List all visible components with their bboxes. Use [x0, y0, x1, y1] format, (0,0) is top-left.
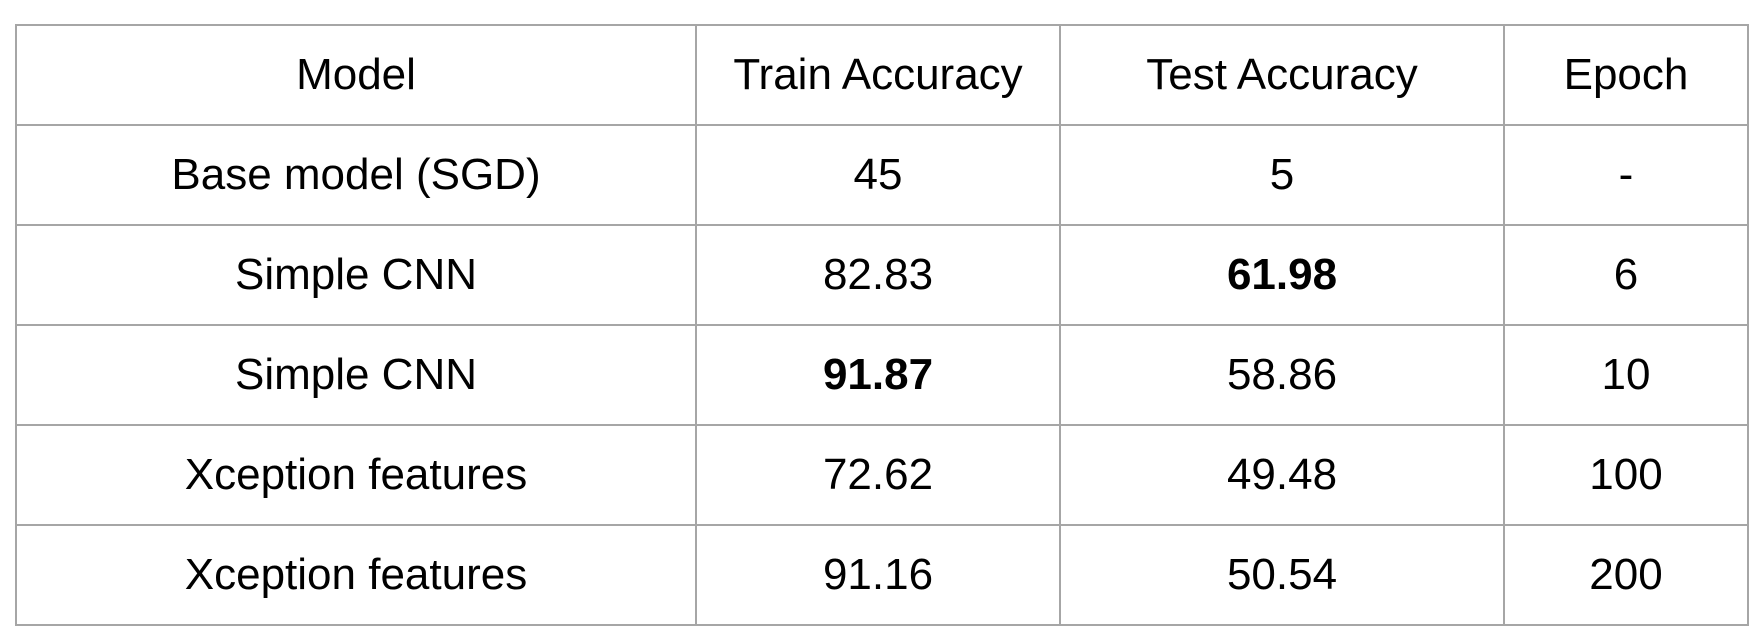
- cell-test-accuracy: 58.86: [1059, 324, 1505, 426]
- table-row: Xception features 72.62 49.48 100: [15, 424, 1749, 526]
- header-test-accuracy: Test Accuracy: [1059, 24, 1505, 126]
- cell-test-accuracy: 61.98: [1059, 224, 1505, 326]
- cell-model: Simple CNN: [15, 224, 697, 326]
- cell-model: Simple CNN: [15, 324, 697, 426]
- table-row: Base model (SGD) 45 5 -: [15, 124, 1749, 226]
- table-row: Simple CNN 82.83 61.98 6: [15, 224, 1749, 326]
- cell-model: Xception features: [15, 524, 697, 626]
- cell-epoch: 200: [1503, 524, 1749, 626]
- results-table-container: Model Train Accuracy Test Accuracy Epoch…: [15, 24, 1749, 626]
- cell-train-accuracy: 45: [695, 124, 1061, 226]
- cell-epoch: 100: [1503, 424, 1749, 526]
- cell-model: Xception features: [15, 424, 697, 526]
- cell-train-accuracy: 82.83: [695, 224, 1061, 326]
- table-row: Xception features 91.16 50.54 200: [15, 524, 1749, 626]
- cell-epoch: 6: [1503, 224, 1749, 326]
- results-table: Model Train Accuracy Test Accuracy Epoch…: [15, 24, 1749, 626]
- table-header: Model Train Accuracy Test Accuracy Epoch: [15, 24, 1749, 126]
- header-row: Model Train Accuracy Test Accuracy Epoch: [15, 24, 1749, 126]
- header-train-accuracy: Train Accuracy: [695, 24, 1061, 126]
- table-body: Base model (SGD) 45 5 - Simple CNN 82.83…: [15, 124, 1749, 626]
- table-row: Simple CNN 91.87 58.86 10: [15, 324, 1749, 426]
- header-epoch: Epoch: [1503, 24, 1749, 126]
- cell-test-accuracy: 5: [1059, 124, 1505, 226]
- cell-test-accuracy: 50.54: [1059, 524, 1505, 626]
- cell-train-accuracy: 72.62: [695, 424, 1061, 526]
- cell-epoch: -: [1503, 124, 1749, 226]
- cell-model: Base model (SGD): [15, 124, 697, 226]
- cell-train-accuracy: 91.87: [695, 324, 1061, 426]
- cell-test-accuracy: 49.48: [1059, 424, 1505, 526]
- cell-train-accuracy: 91.16: [695, 524, 1061, 626]
- cell-epoch: 10: [1503, 324, 1749, 426]
- header-model: Model: [15, 24, 697, 126]
